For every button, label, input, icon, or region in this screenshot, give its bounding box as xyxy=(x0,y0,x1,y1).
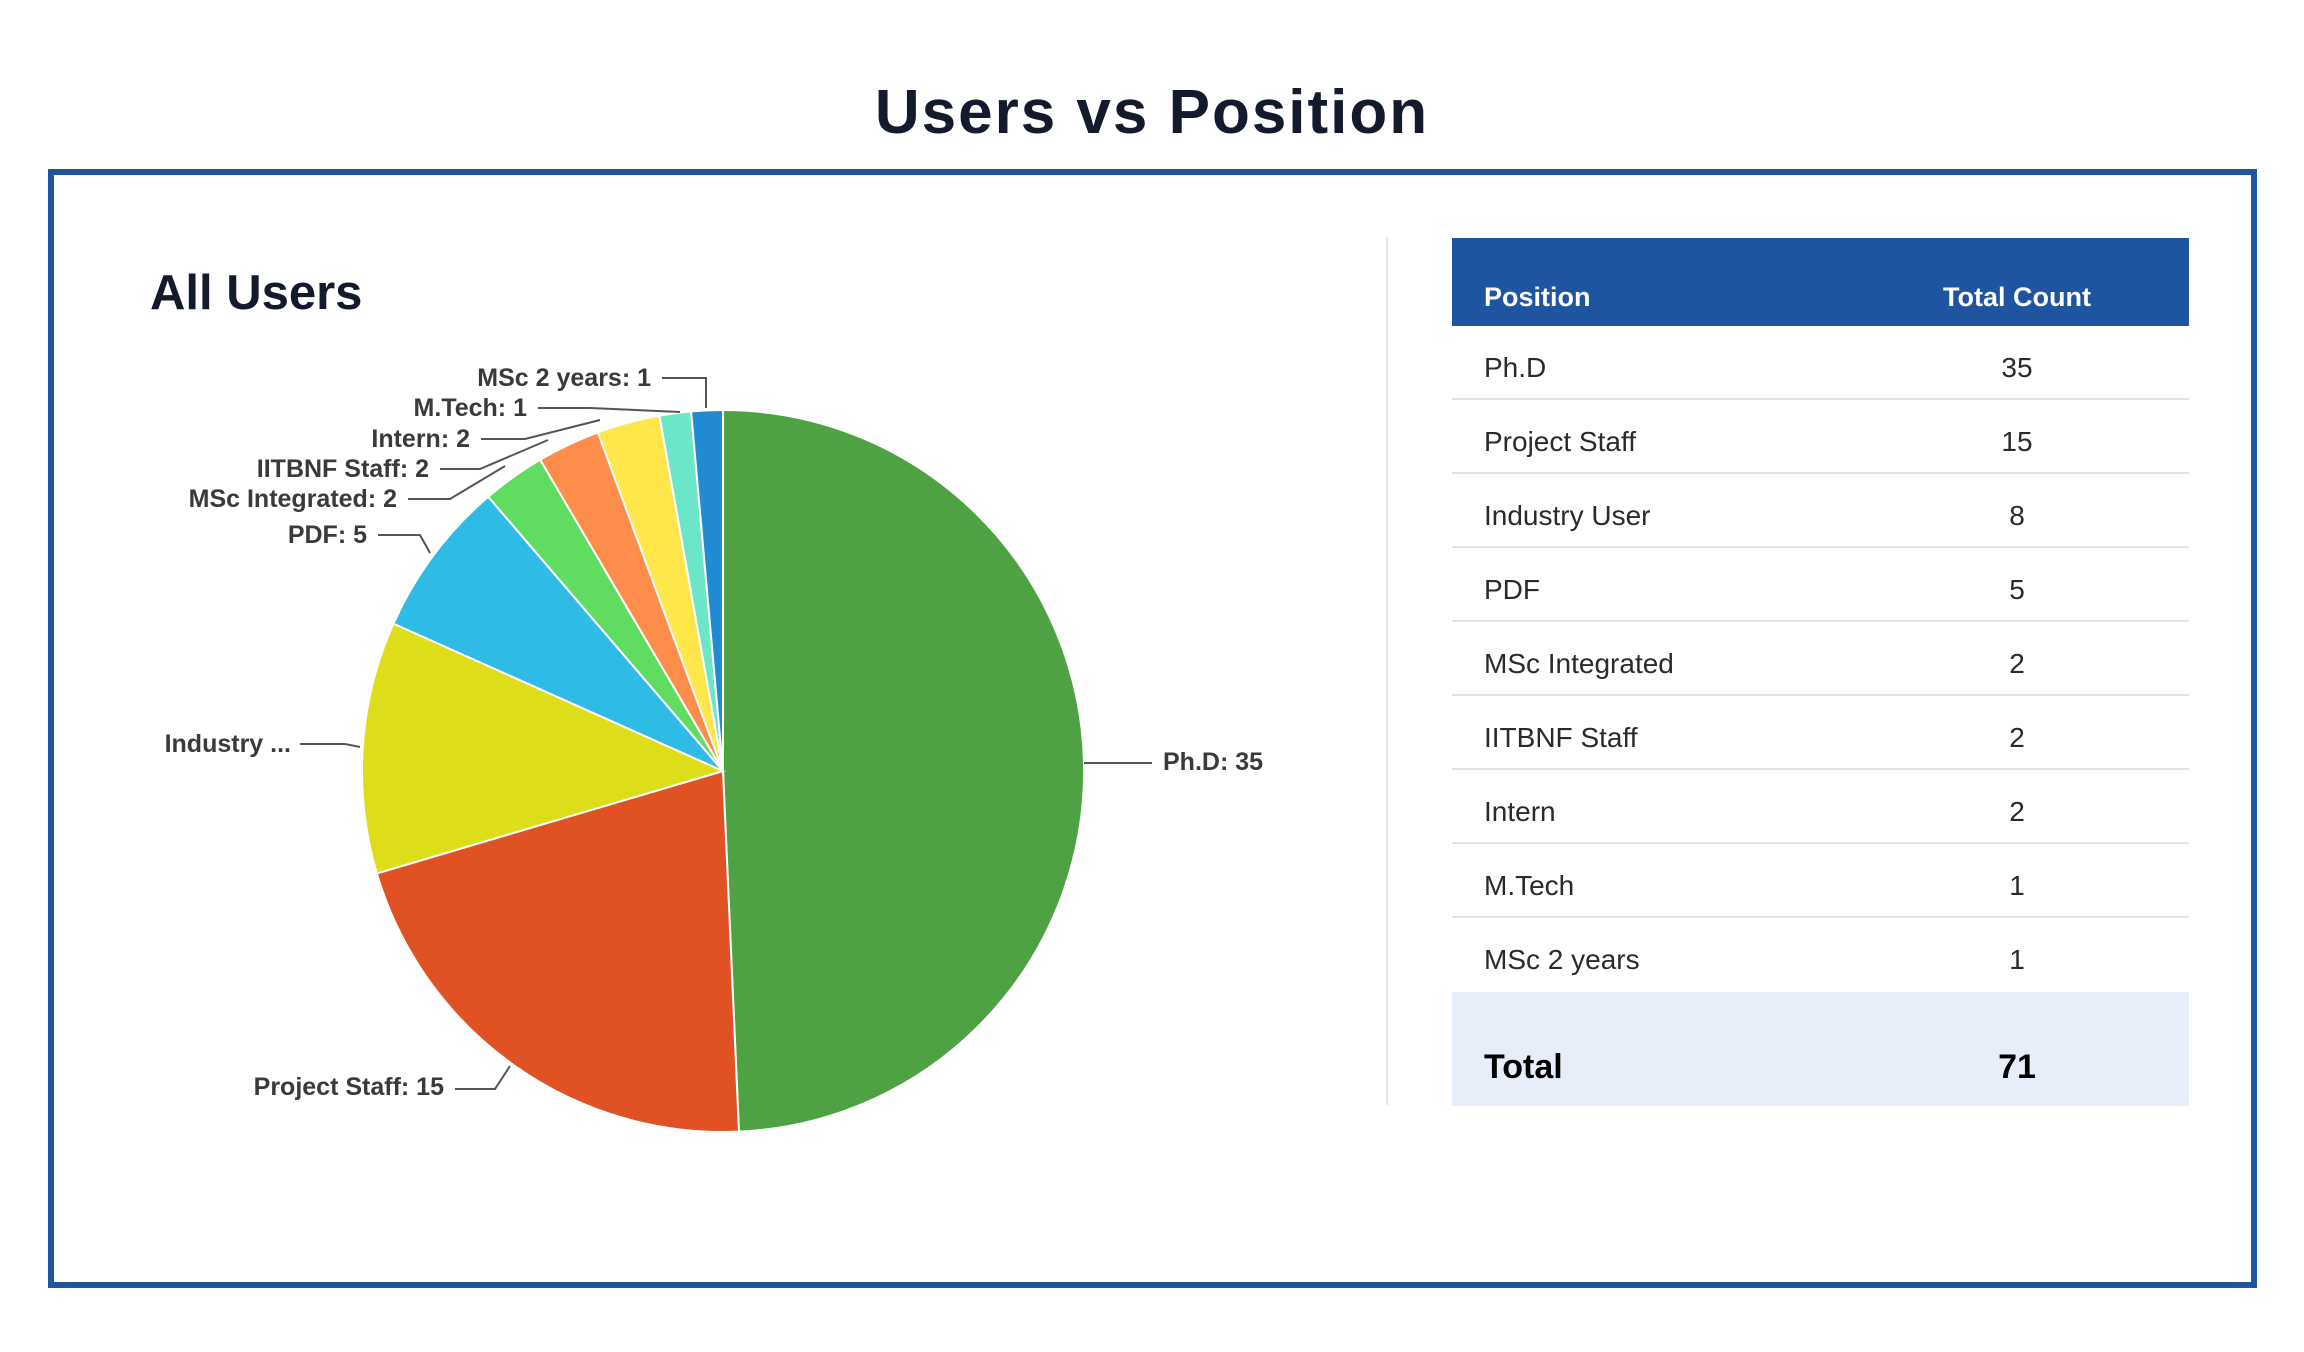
report-frame xyxy=(48,169,2257,1288)
leader-line xyxy=(455,1065,511,1090)
cell-count: 15 xyxy=(2001,426,2033,457)
pie-slice-project-staff xyxy=(375,769,741,1134)
cell-position: M.Tech xyxy=(1484,870,1575,901)
cell-count: 2 xyxy=(2009,722,2025,753)
table-row: Industry User 8 xyxy=(1452,474,2189,548)
cell-position: Industry User xyxy=(1484,500,1651,531)
cell-position: Project Staff xyxy=(1484,426,1637,457)
pie-slice-label: MSc Integrated: 2 xyxy=(189,485,397,513)
chart-title: All Users xyxy=(150,266,363,320)
pie-slice-pdf xyxy=(392,495,724,772)
pie-slice-label: IITBNF Staff: 2 xyxy=(257,455,429,483)
pie-leader-lines xyxy=(300,377,1152,1090)
cell-position: MSc Integrated xyxy=(1484,648,1674,679)
table-row: Intern 2 xyxy=(1452,770,2189,844)
total-label: Total xyxy=(1484,1048,1563,1086)
table-row: PDF 5 xyxy=(1452,548,2189,622)
cell-count: 5 xyxy=(2009,574,2025,605)
table-row: M.Tech 1 xyxy=(1452,844,2189,918)
cell-position: Ph.D xyxy=(1484,352,1547,383)
table-header: Position Total Count xyxy=(1452,238,2189,326)
table-row: IITBNF Staff 2 xyxy=(1452,696,2189,770)
pie-slice-label: Industry ... xyxy=(165,730,291,758)
cell-count: 8 xyxy=(2009,500,2025,531)
total-row: Total 71 xyxy=(1452,992,2189,1106)
leader-line xyxy=(300,743,361,748)
pie-slice-label: MSc 2 years: 1 xyxy=(477,364,651,392)
table-body: Ph.D 35 Project Staff 15 Industry User 8… xyxy=(1452,326,2189,992)
cell-count: 1 xyxy=(2009,870,2025,901)
cell-count: 2 xyxy=(2009,796,2025,827)
leader-line xyxy=(440,439,549,470)
pie-slice-msc-2-years xyxy=(690,408,724,772)
pie-slice-label: Ph.D: 35 xyxy=(1163,748,1263,776)
cell-position: PDF xyxy=(1484,574,1540,605)
pie-slice-label: Intern: 2 xyxy=(371,425,470,453)
leader-line xyxy=(481,419,601,440)
header-total-count: Total Count xyxy=(1943,282,2091,312)
leader-line xyxy=(538,407,681,413)
table-row: MSc Integrated 2 xyxy=(1452,622,2189,696)
page-title: Users vs Position xyxy=(874,78,1430,147)
cell-position: MSc 2 years xyxy=(1484,944,1640,975)
pie-slice-label: Project Staff: 15 xyxy=(254,1073,444,1101)
section-divider xyxy=(1386,237,1388,1105)
position-table: Position Total Count Ph.D 35 Project Sta… xyxy=(1452,238,2189,1106)
leader-line xyxy=(378,534,431,554)
leader-line xyxy=(408,465,506,500)
pie-labels: Ph.D: 35 Project Staff: 15 Industry ... PDF… xyxy=(165,364,1264,1101)
table-row: MSc 2 years 1 xyxy=(1452,918,2189,992)
table-row: Ph.D 35 xyxy=(1452,326,2189,400)
pie-slice-ph-d xyxy=(722,408,1086,1133)
cell-count: 35 xyxy=(2001,352,2033,383)
header-position: Position xyxy=(1484,282,1591,312)
pie-slices xyxy=(361,408,1086,1134)
cell-count: 1 xyxy=(2009,944,2025,975)
pie-slice-label: M.Tech: 1 xyxy=(414,394,528,422)
pie-slice-label: PDF: 5 xyxy=(288,521,367,549)
table-row: Project Staff 15 xyxy=(1452,400,2189,474)
total-value: 71 xyxy=(1998,1048,2036,1086)
leader-line xyxy=(662,377,707,408)
pie-slice-industry-user xyxy=(361,622,726,875)
cell-position: Intern xyxy=(1484,796,1556,827)
cell-position: IITBNF Staff xyxy=(1484,722,1638,753)
cell-count: 2 xyxy=(2009,648,2025,679)
